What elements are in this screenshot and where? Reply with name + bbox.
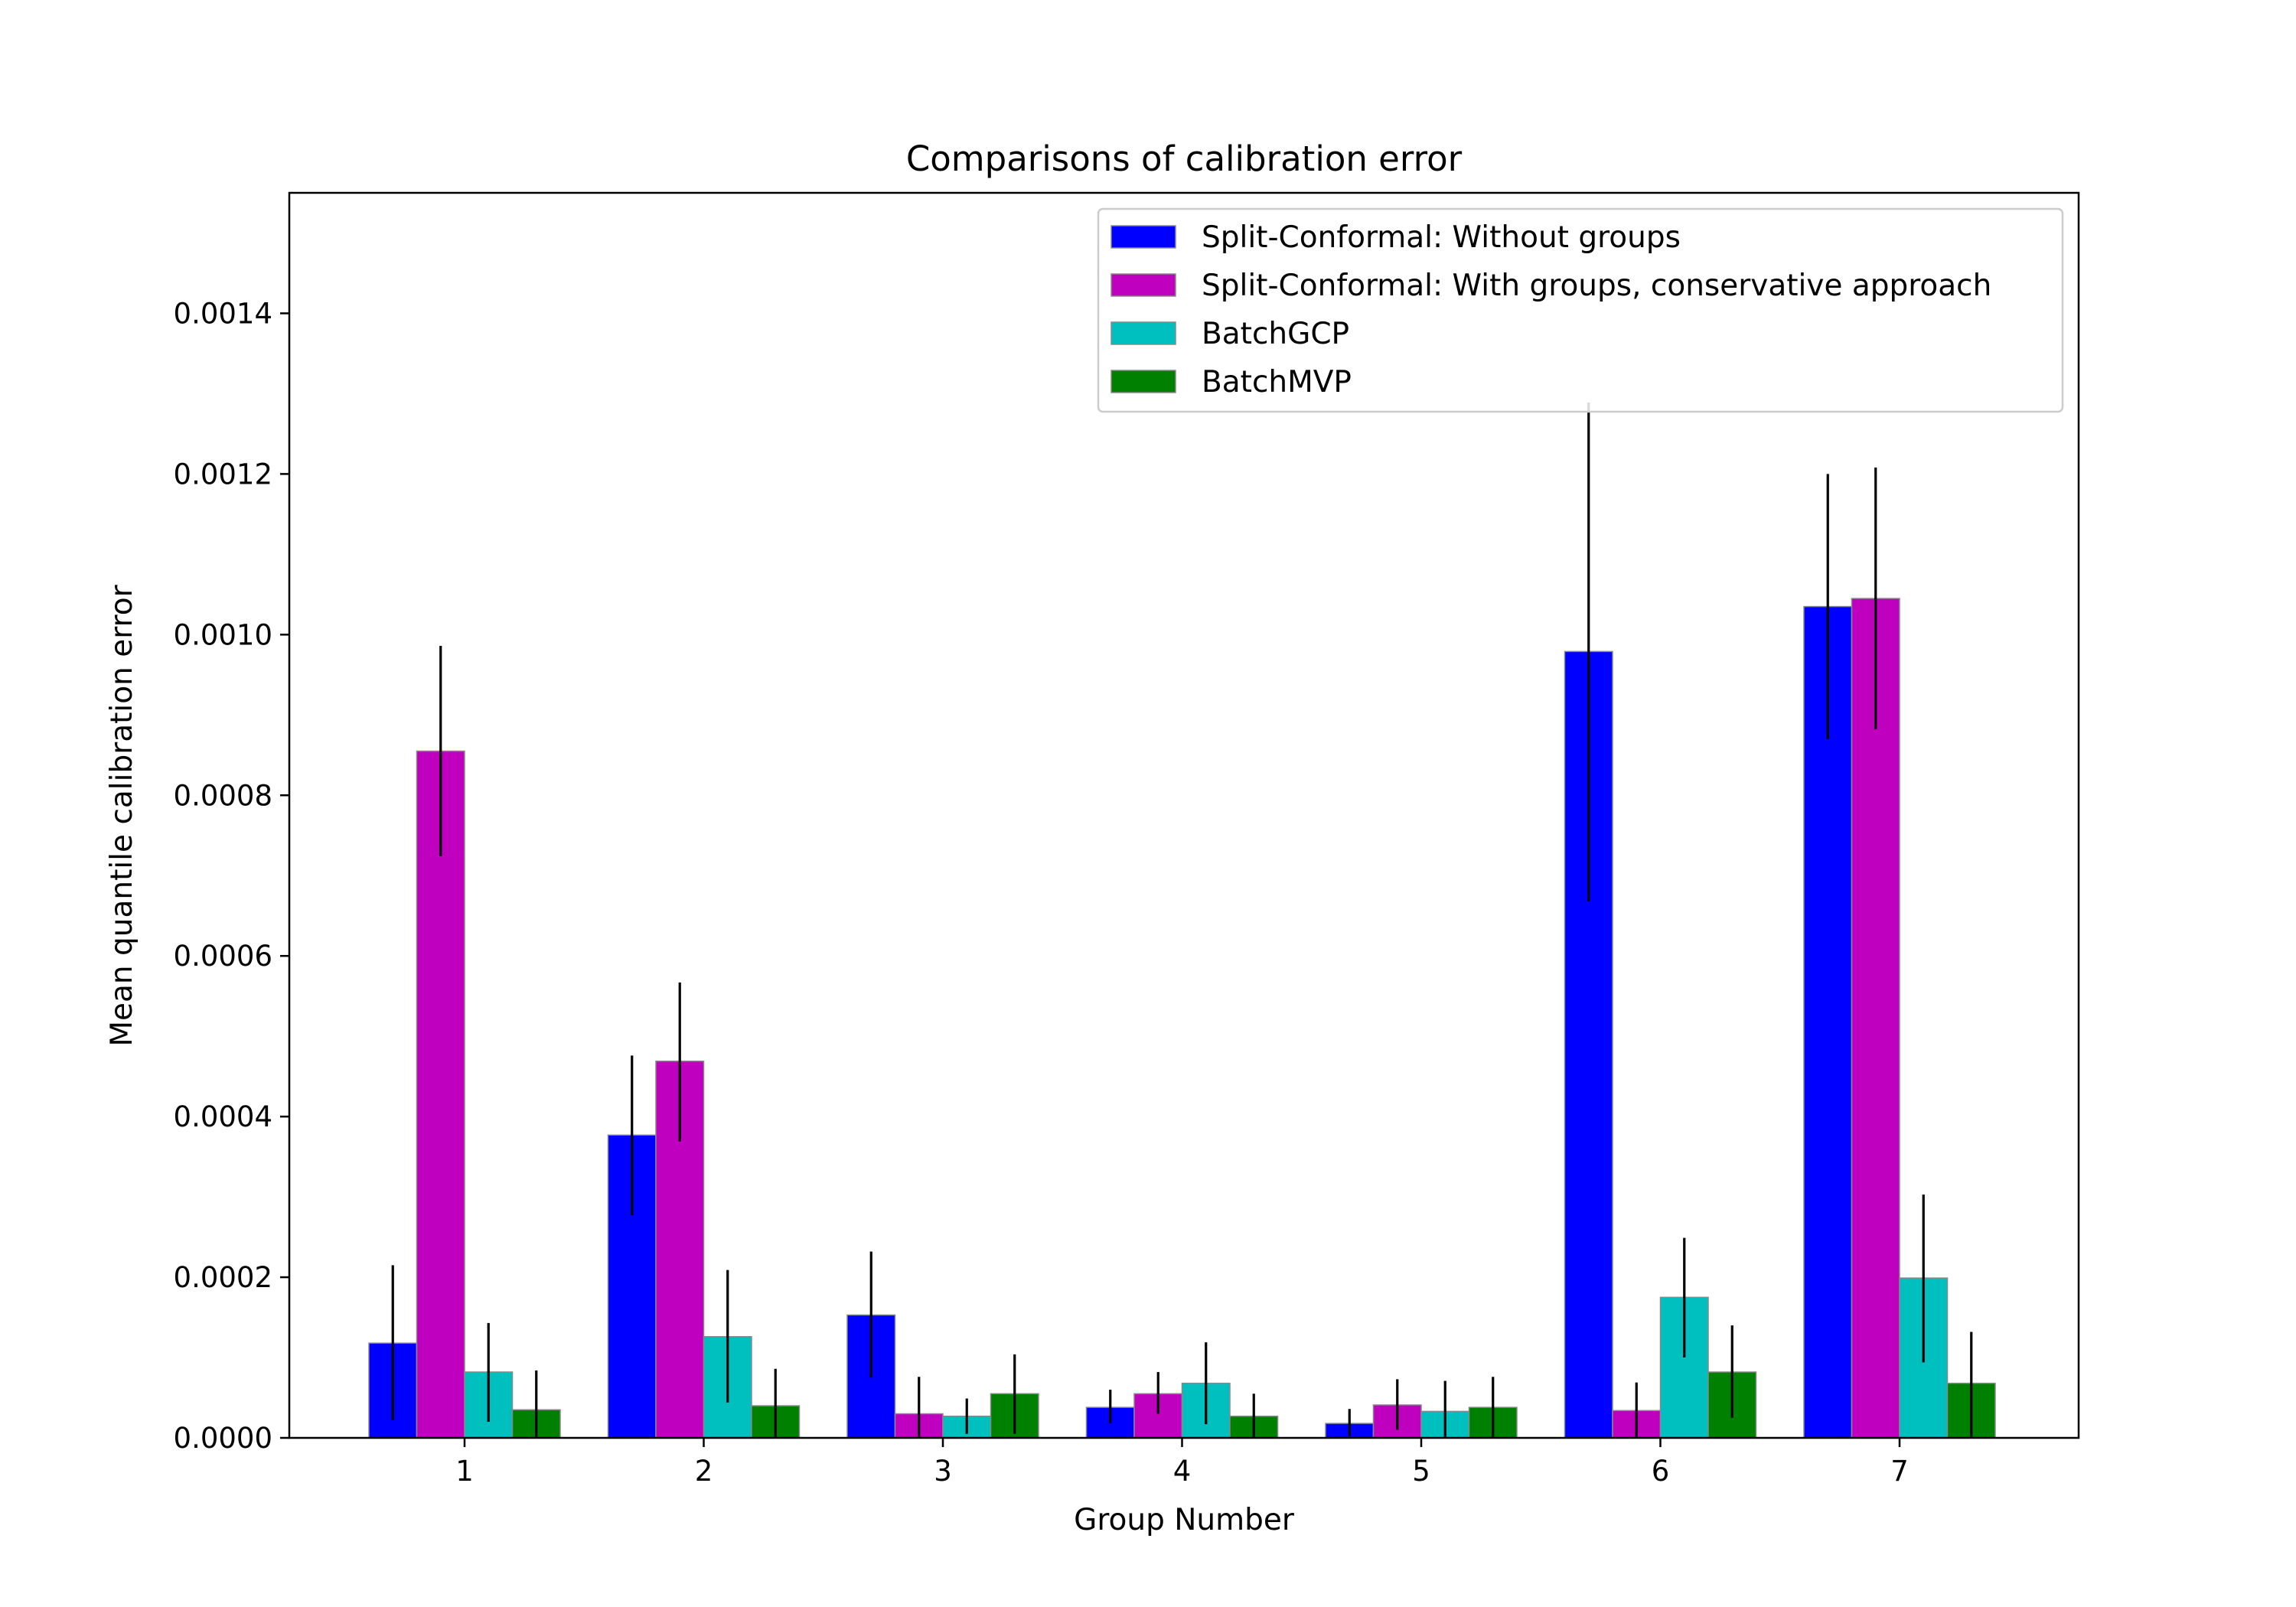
bar-series2-group1 [416,750,465,1439]
bar-series2-group7 [1851,598,1900,1439]
legend-label-series4: BatchMVP [1202,365,1352,399]
legend-swatch-series2 [1110,273,1176,297]
y-tick-label: 0.0014 [174,297,272,330]
y-tick-label: 0.0000 [174,1422,272,1455]
legend: Split-Conformal: Without groups Split-Con… [1097,207,2064,413]
y-tick-label: 0.0010 [174,618,272,651]
x-axis: 1 2 3 4 5 6 7 [455,1438,1909,1488]
x-tick-label: 3 [934,1455,952,1488]
y-tick-label: 0.0012 [174,458,272,491]
errorbars-layer [391,402,1973,1438]
y-tick-label: 0.0002 [174,1261,272,1294]
legend-label-series2: Split-Conformal: With groups, conservati… [1202,269,1991,303]
x-axis-label: Group Number [1074,1503,1295,1537]
legend-swatch-series3 [1110,321,1176,345]
legend-label-series3: BatchGCP [1202,317,1349,351]
y-tick-label: 0.0006 [174,940,272,973]
y-axis: 0.0000 0.0002 0.0004 0.0006 0.0008 0.0010 0.00… [174,297,289,1455]
legend-swatch-series4 [1110,370,1176,393]
plot-frame [288,191,2080,1439]
x-tick-label: 1 [455,1455,474,1488]
chart-title: Comparisons of calibration error [906,139,1463,179]
y-tick-label: 0.0004 [174,1100,272,1133]
y-axis-label: Mean quantile calibration error [105,584,139,1046]
x-tick-label: 2 [695,1455,713,1488]
bar-series1-group7 [1803,605,1853,1439]
x-tick-label: 6 [1652,1455,1670,1488]
legend-label-series1: Split-Conformal: Without groups [1202,220,1681,255]
x-tick-label: 7 [1890,1455,1909,1488]
legend-box [1097,207,2064,413]
x-tick-label: 4 [1173,1455,1192,1488]
y-tick-label: 0.0008 [174,779,272,812]
legend-swatch-series1 [1110,225,1176,249]
x-tick-label: 5 [1412,1455,1430,1488]
